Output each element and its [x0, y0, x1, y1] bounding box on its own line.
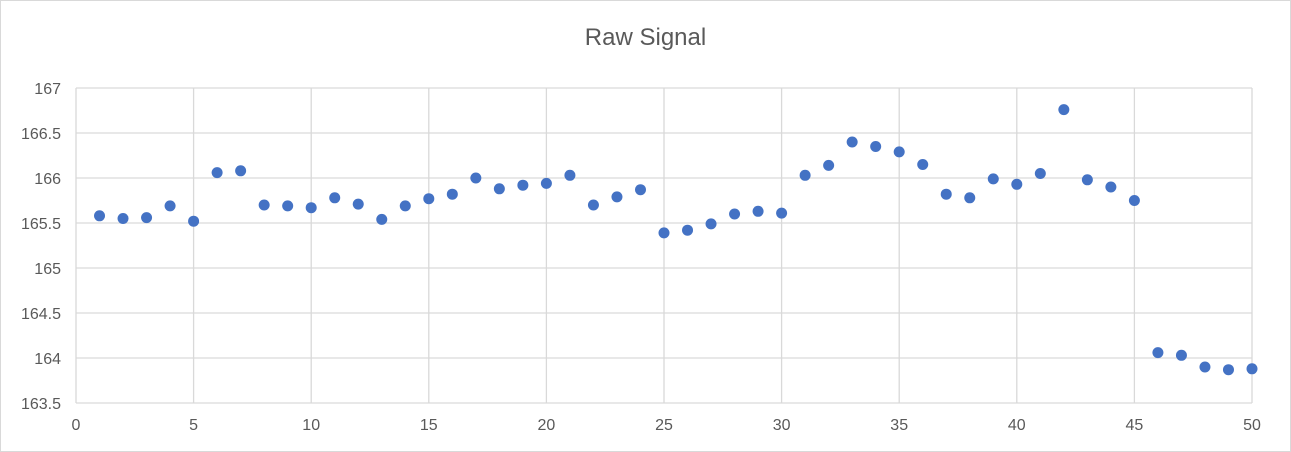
y-tick-label: 166: [34, 171, 61, 188]
y-tick-label: 165: [34, 261, 61, 278]
data-point: [917, 159, 929, 170]
x-tick-label: 20: [538, 417, 556, 434]
data-point: [423, 193, 435, 205]
axis-tick-labels: 163.5 164 164.5 165 165.5 166 166.5 167 0 5 10 15 20…: [21, 81, 1261, 434]
x-tick-label: 30: [773, 417, 791, 434]
y-tick-label: 163.5: [21, 396, 61, 413]
data-point: [846, 136, 858, 148]
x-tick-label: 15: [420, 417, 438, 434]
data-point: [493, 183, 505, 195]
data-point: [1152, 347, 1164, 359]
x-tick-label: 35: [890, 417, 908, 434]
data-point: [1199, 361, 1211, 373]
y-tick-label: 166.5: [21, 126, 61, 143]
data-point: [235, 165, 247, 177]
data-point: [634, 184, 646, 196]
data-point: [141, 212, 153, 224]
x-tick-label: 5: [189, 417, 198, 434]
data-point: [1058, 104, 1070, 116]
data-point: [564, 169, 576, 181]
data-point: [117, 213, 129, 224]
data-point: [376, 213, 388, 225]
x-tick-label: 10: [302, 417, 320, 434]
data-point: [446, 188, 458, 200]
data-point: [1222, 364, 1234, 376]
data-point: [1034, 168, 1046, 179]
x-tick-label: 40: [1008, 417, 1026, 434]
data-point: [587, 199, 599, 211]
y-tick-label: 167: [34, 81, 61, 98]
data-point: [1128, 195, 1140, 206]
data-point: [329, 192, 341, 204]
data-point: [258, 199, 270, 211]
data-point: [1105, 181, 1117, 193]
data-point: [1246, 363, 1258, 375]
data-point: [1175, 349, 1187, 361]
data-point: [893, 146, 905, 158]
y-tick-label: 164.5: [21, 306, 61, 323]
data-point: [164, 200, 176, 212]
data-point: [870, 141, 882, 152]
x-tick-label: 50: [1243, 417, 1261, 434]
data-point: [282, 200, 294, 212]
data-point: [729, 208, 741, 220]
data-point: [352, 198, 364, 210]
data-point: [682, 224, 694, 236]
y-tick-label: 164: [34, 351, 61, 368]
chart-title: Raw Signal: [584, 24, 707, 51]
gridlines: [75, 87, 1253, 404]
data-point: [964, 192, 976, 204]
data-point: [94, 210, 106, 222]
data-points: [94, 104, 1258, 376]
data-point: [470, 172, 482, 184]
data-point: [940, 188, 952, 200]
data-point: [1081, 174, 1093, 186]
y-tick-label: 165.5: [21, 216, 61, 233]
x-tick-label: 0: [72, 417, 81, 434]
data-point: [658, 227, 670, 239]
data-point: [399, 200, 411, 212]
data-point: [517, 179, 529, 191]
x-tick-label: 45: [1126, 417, 1144, 434]
data-point: [1011, 178, 1023, 190]
x-tick-label: 25: [655, 417, 673, 434]
data-point: [611, 191, 623, 203]
data-point: [305, 202, 317, 214]
data-point: [540, 177, 552, 189]
data-point: [211, 167, 223, 179]
data-point: [188, 215, 200, 227]
data-point: [776, 207, 788, 219]
data-point: [987, 173, 999, 185]
data-point: [799, 169, 811, 181]
data-point: [823, 159, 835, 171]
data-point: [752, 205, 764, 217]
data-point: [705, 218, 717, 230]
